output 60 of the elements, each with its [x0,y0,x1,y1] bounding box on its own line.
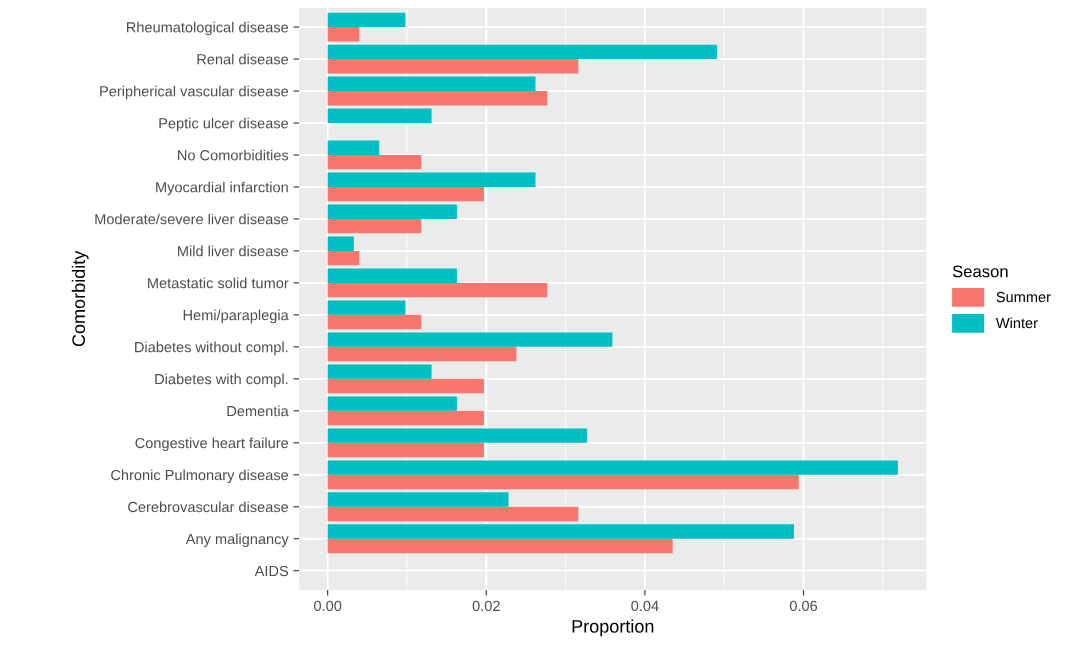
bar [327,346,517,362]
legend-label: Winter [995,317,1038,329]
y-tick-label: Rheumatological disease [126,21,289,36]
bar [327,282,548,298]
y-tick-label: Metastatic solid tumor [148,277,289,289]
bar [327,91,548,106]
y-tick-label: Any malignancy [185,533,289,548]
bar [327,154,422,170]
bar [327,492,509,507]
bar [327,332,613,347]
bar [327,460,898,475]
y-tick-label: Diabetes without compl. [135,341,288,356]
x-tick-label: 0.04 [631,600,659,612]
bar [327,538,673,554]
bar [327,268,457,283]
bar [327,396,457,411]
y-tick-label: Cerebrovascular disease [128,501,289,513]
bar [327,314,422,330]
bar [327,27,360,42]
x-axis-title: Proportion [572,619,654,637]
bar [327,410,484,426]
bar [327,204,457,219]
bar [327,474,799,490]
bar [327,186,484,202]
bar [327,108,432,123]
bar [327,428,588,443]
y-axis-title: Comorbidity [71,250,89,347]
bar [327,300,406,315]
bar [327,524,794,539]
y-tick-label: Renal disease [197,53,289,65]
bar [327,76,536,91]
y-tick-label: Diabetes with compl. [155,373,288,388]
bar [327,236,354,251]
bar [327,218,422,234]
y-tick-label: Peptic ulcer disease [159,117,289,132]
y-tick-label: Moderate/severe liver disease [95,213,289,225]
legend-title: Season [952,265,1008,278]
y-tick-label: Congestive heart failure [135,437,289,452]
bar [327,442,484,458]
y-tick-label: Myocardial infarction [156,181,288,196]
y-tick-label: AIDS [254,565,289,577]
x-tick-label: 0.02 [472,600,500,612]
y-tick-label: Chronic Pulmonary disease [111,469,289,484]
y-tick-label: Dementia [227,405,289,417]
bar [327,506,579,522]
bar [327,44,718,60]
x-tick-label: 0.00 [314,600,342,612]
y-tick-label: No Comorbidities [178,149,289,161]
bar [327,364,432,379]
bar [327,250,360,266]
bar [327,378,484,394]
legend-label: Summer [996,291,1051,303]
bar [327,59,579,74]
y-tick-label: Mild liver disease [178,245,289,257]
bar [327,140,380,155]
x-tick-label: 0.06 [789,600,818,612]
y-tick-label: Peripherical vascular disease [100,85,289,100]
bar [327,172,536,187]
bar [327,12,406,28]
y-tick-label: Hemi/paraplegia [183,309,289,324]
